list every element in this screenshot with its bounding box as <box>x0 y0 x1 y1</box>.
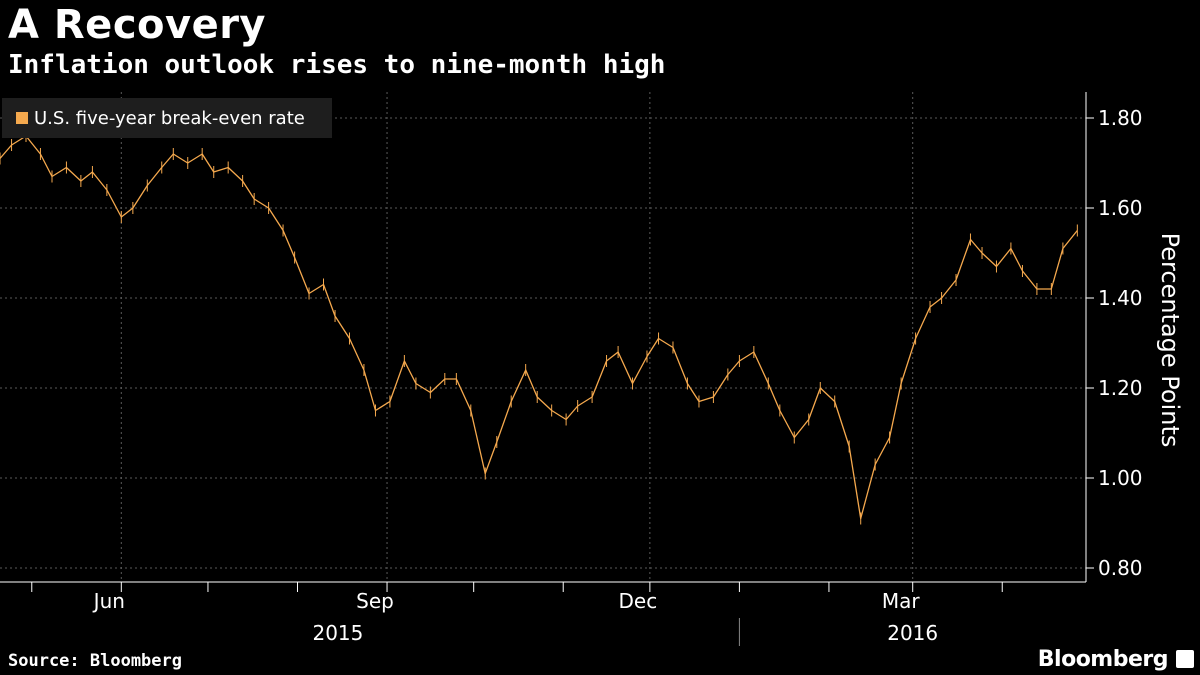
legend-swatch <box>16 112 28 124</box>
bloomberg-logo-icon <box>1176 650 1194 668</box>
y-tick-label: 1.60 <box>1098 196 1143 220</box>
year-label: 2016 <box>887 621 938 645</box>
y-tick-label: 1.40 <box>1098 286 1143 310</box>
x-tick-label: Mar <box>882 589 921 613</box>
y-tick-label: 0.80 <box>1098 556 1143 580</box>
chart-legend: U.S. five-year break-even rate <box>2 98 332 138</box>
y-tick-label: 1.00 <box>1098 466 1143 490</box>
brand-logo-text: Bloomberg <box>1037 647 1169 672</box>
x-tick-label: Jun <box>92 589 125 613</box>
y-tick-label: 1.20 <box>1098 376 1143 400</box>
source-note: Source: Bloomberg <box>8 651 182 671</box>
chart-title: A Recovery <box>8 2 267 48</box>
series-line-breakeven-rate <box>0 135 1078 520</box>
y-tick-label: 1.80 <box>1098 106 1143 130</box>
y-axis-label: Percentage Points <box>1156 232 1184 448</box>
chart-subtitle: Inflation outlook rises to nine-month hi… <box>8 50 666 80</box>
x-tick-label: Dec <box>619 589 658 613</box>
x-tick-label: Sep <box>356 589 394 613</box>
year-label: 2015 <box>312 621 363 645</box>
legend-label: U.S. five-year break-even rate <box>34 107 305 129</box>
